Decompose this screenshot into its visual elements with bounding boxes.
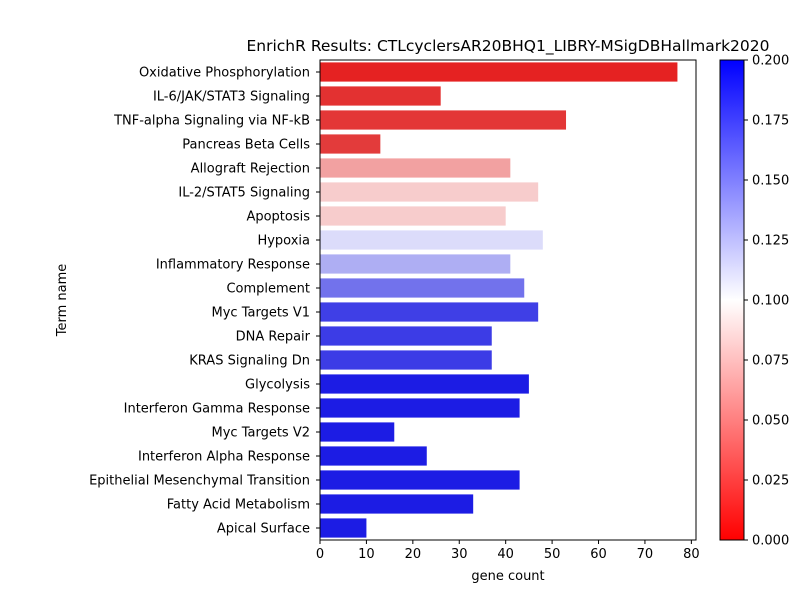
y-axis-label: Term name	[55, 264, 70, 338]
y-tick-label: Allograft Rejection	[191, 162, 310, 177]
colorbar-tick-label: 0.025	[752, 474, 789, 489]
y-tick-label: IL-2/STAT5 Signaling	[178, 186, 310, 201]
x-tick-label: 30	[451, 547, 468, 562]
bar	[320, 230, 543, 250]
y-tick-label: Fatty Acid Metabolism	[167, 498, 310, 513]
y-tick-label: Epithelial Mesenchymal Transition	[89, 474, 310, 489]
bar	[320, 422, 395, 442]
chart-title: EnrichR Results: CTLcyclersAR20BHQ1_LIBR…	[246, 37, 769, 56]
y-tick-label: Myc Targets V1	[212, 306, 310, 321]
y-tick-label: Complement	[226, 282, 310, 297]
colorbar-tick-label: 0.200	[752, 54, 789, 69]
bar	[320, 470, 520, 490]
x-tick-label: 0	[316, 547, 324, 562]
bar	[320, 86, 441, 106]
bar	[320, 278, 525, 298]
colorbar-tick-label: 0.150	[752, 174, 789, 189]
y-tick-label: Hypoxia	[257, 234, 310, 249]
bar	[320, 62, 678, 82]
bar	[320, 518, 367, 538]
x-tick-label: 80	[683, 547, 700, 562]
bar	[320, 302, 539, 322]
bar	[320, 182, 539, 202]
bar	[320, 254, 511, 274]
bar	[320, 494, 474, 514]
y-tick-label: Interferon Alpha Response	[138, 450, 310, 465]
colorbar-tick-label: 0.075	[752, 354, 789, 369]
x-tick-label: 60	[590, 547, 607, 562]
colorbar-tick-label: 0.050	[752, 414, 789, 429]
colorbar-tick-label: 0.100	[752, 294, 789, 309]
bars-group	[320, 62, 678, 538]
y-tick-label: IL-6/JAK/STAT3 Signaling	[153, 90, 310, 105]
y-tick-label: Oxidative Phosphorylation	[139, 66, 310, 81]
bar	[320, 350, 492, 370]
colorbar-tick-label: 0.125	[752, 234, 789, 249]
x-tick-labels: 0 10 20 30 40 50 60 70 80	[316, 540, 700, 562]
y-tick-label: Apical Surface	[217, 522, 310, 537]
y-tick-label: KRAS Signaling Dn	[189, 354, 310, 369]
bar	[320, 446, 427, 466]
y-tick-label: TNF-alpha Signaling via NF-kB	[113, 114, 310, 129]
colorbar-tick-labels: 0.000 0.025 0.050 0.075 0.100 0.125 0.150 0.175…	[744, 54, 789, 549]
bar	[320, 134, 381, 154]
x-tick-label: 50	[544, 547, 561, 562]
bar	[320, 158, 511, 178]
y-tick-label: Apoptosis	[246, 210, 310, 225]
y-tick-label: Pancreas Beta Cells	[182, 138, 310, 153]
x-tick-label: 10	[358, 547, 375, 562]
plot-frame	[319, 59, 697, 541]
x-axis-label: gene count	[471, 569, 544, 584]
y-tick-labels: Oxidative Phosphorylation IL-6/JAK/STAT3 …	[89, 66, 320, 537]
x-tick-label: 70	[637, 547, 654, 562]
bar	[320, 398, 520, 418]
y-tick-label: Myc Targets V2	[212, 426, 310, 441]
y-tick-label: Glycolysis	[245, 378, 310, 393]
y-tick-label: Inflammatory Response	[156, 258, 310, 273]
bar	[320, 110, 567, 130]
x-tick-label: 40	[497, 547, 514, 562]
bar	[320, 206, 506, 226]
bar	[320, 374, 529, 394]
y-tick-label: Interferon Gamma Response	[124, 402, 310, 417]
bar	[320, 326, 492, 346]
colorbar	[719, 59, 745, 541]
x-tick-label: 20	[405, 547, 422, 562]
y-tick-label: DNA Repair	[236, 330, 311, 345]
colorbar-tick-label: 0.175	[752, 114, 789, 129]
colorbar-tick-label: 0.000	[752, 534, 789, 549]
